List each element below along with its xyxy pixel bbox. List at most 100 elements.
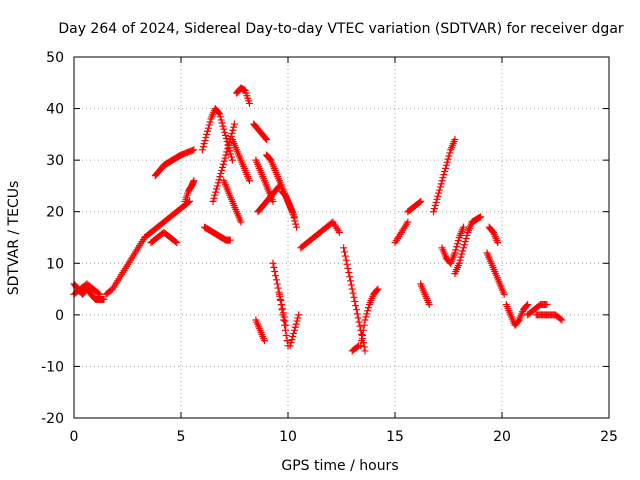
data-point <box>364 307 372 315</box>
data-point <box>524 301 532 309</box>
y-tick-label: 30 <box>46 153 64 169</box>
data-point <box>425 301 433 309</box>
data-point <box>351 297 359 305</box>
x-tick-label: 5 <box>177 429 186 445</box>
data-point <box>210 194 218 202</box>
data-point <box>356 322 364 330</box>
data-point <box>218 119 226 127</box>
data-point <box>269 197 277 205</box>
data-point <box>489 227 497 235</box>
data-point <box>281 191 289 199</box>
data-point <box>341 252 349 260</box>
data-point <box>461 238 469 246</box>
data-point <box>221 154 229 162</box>
data-point <box>266 155 274 163</box>
series-arc36 <box>524 301 551 319</box>
data-point <box>220 157 228 165</box>
data-point <box>459 244 467 252</box>
data-point <box>364 304 372 312</box>
data-point <box>437 180 445 188</box>
data-point <box>353 343 361 351</box>
data-point <box>205 121 213 129</box>
series-arc17 <box>278 187 298 221</box>
data-point <box>290 213 298 221</box>
data-point <box>204 127 212 135</box>
y-axis-label: SDTVAR / TECUs <box>6 181 22 296</box>
data-point <box>453 243 461 251</box>
y-tick-label: 40 <box>46 102 64 118</box>
data-point <box>373 286 381 294</box>
data-point <box>275 183 283 191</box>
data-point <box>224 145 232 153</box>
data-point <box>202 133 210 141</box>
data-point <box>457 253 465 261</box>
data-point <box>293 223 301 231</box>
data-point <box>353 310 361 318</box>
data-point <box>453 240 461 248</box>
data-point <box>454 237 462 245</box>
data-point <box>225 139 233 147</box>
series-arc23 <box>340 244 369 355</box>
data-point <box>94 289 102 297</box>
y-tick-label: 0 <box>55 308 64 324</box>
data-point <box>213 182 221 190</box>
data-point <box>228 156 236 164</box>
data-point <box>283 337 291 345</box>
y-tick-label: 20 <box>46 205 64 221</box>
data-point <box>288 336 296 344</box>
data-point <box>225 142 233 150</box>
data-point <box>279 311 287 319</box>
series-arc29 <box>417 280 433 309</box>
data-point <box>557 315 565 323</box>
data-point <box>216 173 224 181</box>
data-point <box>343 260 351 268</box>
data-point <box>218 166 226 174</box>
data-point <box>523 302 531 310</box>
data-point <box>213 185 221 193</box>
data-point <box>230 123 238 131</box>
data-point <box>494 239 502 247</box>
data-point <box>190 146 198 154</box>
data-point <box>362 313 370 321</box>
series-arc34 <box>485 223 502 247</box>
data-point <box>446 149 454 157</box>
series-arc4 <box>151 146 198 180</box>
data-point <box>459 223 467 231</box>
series-arc6 <box>181 177 198 205</box>
data-point <box>292 320 300 328</box>
data-point <box>455 259 463 267</box>
data-point <box>100 295 108 303</box>
data-point <box>361 347 369 355</box>
data-point <box>342 256 350 264</box>
data-point <box>222 131 230 139</box>
data-point <box>245 99 253 107</box>
y-tick-labels: 50 40 30 20 10 0 -10 -20 <box>41 50 64 427</box>
series-arc32 <box>468 213 485 226</box>
data-point <box>431 202 439 210</box>
series-arc11 <box>233 84 253 107</box>
data-point <box>295 311 303 319</box>
data-point <box>281 326 289 334</box>
data-point <box>219 160 227 168</box>
series-arc5 <box>147 228 181 247</box>
data-point <box>452 246 460 254</box>
data-point <box>216 110 224 118</box>
data-point <box>291 323 299 331</box>
data-point <box>96 290 104 298</box>
data-point <box>346 273 354 281</box>
data-point <box>282 331 290 339</box>
data-point <box>221 128 229 136</box>
data-point <box>222 134 230 142</box>
y-tick-label: 10 <box>46 256 64 272</box>
data-point <box>443 158 451 166</box>
data-point <box>286 342 294 350</box>
data-point <box>263 136 271 144</box>
data-point <box>335 228 343 236</box>
data-point <box>442 161 450 169</box>
data-point <box>274 284 282 292</box>
data-point <box>270 263 278 271</box>
data-point <box>219 122 227 130</box>
data-point <box>214 179 222 187</box>
data-point <box>201 137 209 145</box>
data-point <box>275 290 283 298</box>
